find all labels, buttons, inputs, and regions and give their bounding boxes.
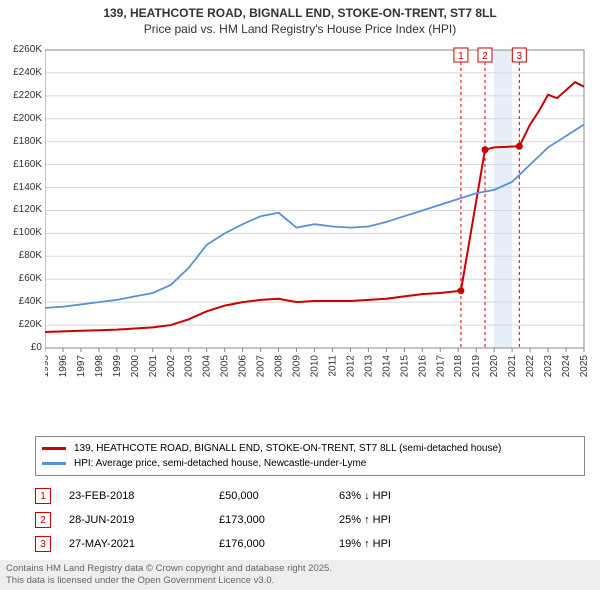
svg-text:2014: 2014 xyxy=(381,355,392,378)
svg-text:2011: 2011 xyxy=(327,355,338,377)
footer-line-1: Contains HM Land Registry data © Crown c… xyxy=(6,563,594,575)
svg-text:2016: 2016 xyxy=(417,355,428,378)
svg-text:2001: 2001 xyxy=(148,355,159,378)
svg-text:2022: 2022 xyxy=(525,355,536,378)
y-tick-label: £100K xyxy=(2,227,42,238)
svg-text:1: 1 xyxy=(458,51,464,62)
svg-text:1997: 1997 xyxy=(76,355,87,378)
svg-text:2005: 2005 xyxy=(220,355,231,378)
y-tick-label: £220K xyxy=(2,90,42,101)
sale-price: £50,000 xyxy=(219,490,339,502)
sale-date: 23-FEB-2018 xyxy=(69,490,219,502)
svg-text:3: 3 xyxy=(517,51,523,62)
sale-row: 3 27-MAY-2021£176,00019% ↑ HPI xyxy=(35,532,585,556)
legend-label: 139, HEATHCOTE ROAD, BIGNALL END, STOKE-… xyxy=(74,443,501,454)
svg-text:2019: 2019 xyxy=(471,355,482,378)
y-tick-label: £40K xyxy=(2,296,42,307)
y-tick-label: £120K xyxy=(2,204,42,215)
svg-text:2020: 2020 xyxy=(489,355,500,378)
legend-swatch xyxy=(42,447,66,450)
svg-text:1999: 1999 xyxy=(112,355,123,378)
svg-text:2018: 2018 xyxy=(453,355,464,378)
svg-text:2003: 2003 xyxy=(184,355,195,378)
y-tick-label: £140K xyxy=(2,182,42,193)
svg-text:2024: 2024 xyxy=(561,355,572,378)
svg-text:2000: 2000 xyxy=(130,355,141,378)
sale-row: 1 23-FEB-2018£50,00063% ↓ HPI xyxy=(35,484,585,508)
sale-marker: 2 xyxy=(35,512,51,528)
sale-pct: 63% ↓ HPI xyxy=(339,490,469,502)
y-tick-label: £80K xyxy=(2,250,42,261)
chart-container: 139, HEATHCOTE ROAD, BIGNALL END, STOKE-… xyxy=(0,0,600,590)
svg-text:2: 2 xyxy=(482,51,488,62)
svg-text:1998: 1998 xyxy=(94,355,105,378)
sale-date: 27-MAY-2021 xyxy=(69,538,219,550)
sale-pct: 19% ↑ HPI xyxy=(339,538,469,550)
y-tick-label: £0 xyxy=(2,342,42,353)
svg-text:1995: 1995 xyxy=(45,355,51,378)
svg-text:2002: 2002 xyxy=(166,355,177,378)
svg-text:2015: 2015 xyxy=(399,355,410,378)
y-tick-label: £260K xyxy=(2,44,42,55)
legend-row: 139, HEATHCOTE ROAD, BIGNALL END, STOKE-… xyxy=(42,441,578,456)
y-tick-label: £200K xyxy=(2,113,42,124)
y-tick-label: £240K xyxy=(2,67,42,78)
svg-text:2006: 2006 xyxy=(238,355,249,378)
footer-line-2: This data is licensed under the Open Gov… xyxy=(6,575,594,587)
sale-marker: 3 xyxy=(35,536,51,552)
svg-text:2017: 2017 xyxy=(435,355,446,378)
svg-text:2013: 2013 xyxy=(363,355,374,378)
sale-price: £173,000 xyxy=(219,514,339,526)
footer-attribution: Contains HM Land Registry data © Crown c… xyxy=(0,560,600,590)
svg-text:2025: 2025 xyxy=(579,355,590,378)
y-tick-label: £60K xyxy=(2,273,42,284)
y-tick-label: £20K xyxy=(2,319,42,330)
legend: 139, HEATHCOTE ROAD, BIGNALL END, STOKE-… xyxy=(35,436,585,476)
svg-text:2023: 2023 xyxy=(543,355,554,378)
sale-price: £176,000 xyxy=(219,538,339,550)
sale-date: 28-JUN-2019 xyxy=(69,514,219,526)
chart-title-address: 139, HEATHCOTE ROAD, BIGNALL END, STOKE-… xyxy=(0,0,600,20)
line-chart: 1995 1996 1997 1998 1999 2000 2001 2002 2003 2004… xyxy=(45,44,590,394)
svg-text:2008: 2008 xyxy=(274,355,285,378)
legend-row: HPI: Average price, semi-detached house,… xyxy=(42,456,578,471)
svg-text:2021: 2021 xyxy=(507,355,518,378)
sale-marker: 1 xyxy=(35,488,51,504)
sales-table: 1 23-FEB-2018£50,00063% ↓ HPI 2 28-JUN-2019… xyxy=(35,484,585,556)
sale-pct: 25% ↑ HPI xyxy=(339,514,469,526)
svg-text:2009: 2009 xyxy=(292,355,303,378)
svg-text:2007: 2007 xyxy=(256,355,267,378)
chart-title-sub: Price paid vs. HM Land Registry's House … xyxy=(0,20,600,36)
sale-row: 2 28-JUN-2019£173,00025% ↑ HPI xyxy=(35,508,585,532)
legend-label: HPI: Average price, semi-detached house,… xyxy=(74,458,366,469)
svg-text:2004: 2004 xyxy=(202,355,213,378)
svg-text:1996: 1996 xyxy=(58,355,69,378)
y-tick-label: £160K xyxy=(2,159,42,170)
legend-swatch xyxy=(42,462,66,465)
y-tick-label: £180K xyxy=(2,136,42,147)
svg-text:2012: 2012 xyxy=(345,355,356,378)
svg-text:2010: 2010 xyxy=(310,355,321,378)
